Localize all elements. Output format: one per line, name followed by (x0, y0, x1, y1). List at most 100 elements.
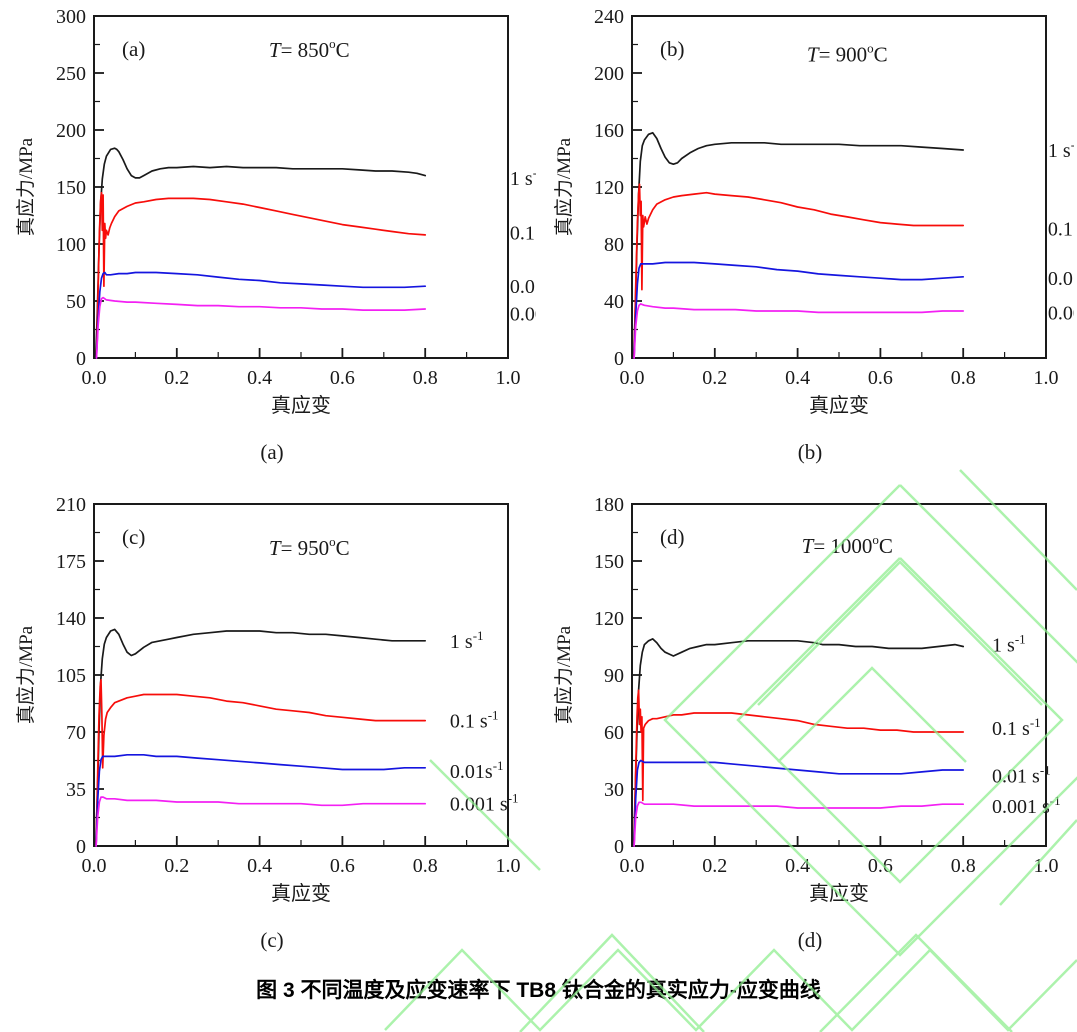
y-tick-label: 0 (76, 348, 86, 370)
x-tick-label: 0.0 (620, 367, 645, 389)
y-tick-label: 0 (614, 836, 624, 858)
panel-letter: (a) (122, 37, 145, 61)
series-line (95, 753, 427, 847)
series-line (633, 183, 965, 359)
series-label: 1 s-1 (992, 632, 1026, 657)
y-tick-label: 40 (604, 291, 624, 313)
axis-box (93, 503, 509, 847)
y-tick-label: 240 (594, 6, 624, 28)
x-tick-label: 0.0 (82, 855, 107, 877)
y-tick-label: 300 (56, 6, 86, 28)
y-tick-label: 150 (594, 551, 624, 573)
x-tick-label: 0.8 (951, 855, 976, 877)
y-axis-label: 真应力/MPa (553, 137, 575, 236)
subplot-c: 0 35 70 105 140 175 210 0.0 0.2 0.4 0.6 0.8 1.0 真应力/M… (6, 490, 538, 953)
series-line (95, 296, 427, 359)
x-tick-label: 0.6 (868, 855, 893, 877)
series-line (95, 679, 427, 847)
x-tick-label: 0.2 (164, 855, 189, 877)
y-tick-label: 90 (604, 665, 624, 687)
subplot-a: 0 50 100 150 200 250 300 0.0 0.2 0.4 0.6 0.8 1.0 真应力/… (6, 2, 579, 465)
x-tick-label: 0.6 (330, 367, 355, 389)
y-tick-label: 200 (56, 120, 86, 142)
panel-letter: (d) (660, 525, 685, 549)
panel-letter: (b) (660, 37, 685, 61)
subplot-b-chart: 0 40 80 120 160 200 240 0.0 0.2 0.4 0.6 0.8 1.0 真应力/M… (553, 6, 1077, 417)
x-tick-label: 0.0 (82, 367, 107, 389)
x-axis-label: 真应变 (271, 394, 331, 417)
subplot-d-chart: 0 30 60 90 120 150 180 0.0 0.2 0.4 0.6 0.8 1.0 真应力/MP… (553, 494, 1061, 905)
series-label: 0.01 s-1 (510, 273, 536, 298)
series-label: 0.1 s-1 (510, 220, 536, 245)
x-tick-label: 0.4 (247, 367, 272, 389)
subplot-a-sublabel: (a) (260, 440, 284, 464)
y-tick-label: 250 (56, 63, 86, 85)
y-tick-label: 160 (594, 120, 624, 142)
x-tick-label: 0.8 (413, 367, 438, 389)
x-tick-label: 0.6 (868, 367, 893, 389)
y-tick-label: 200 (594, 63, 624, 85)
axis-box (93, 15, 509, 359)
y-axis-label: 真应力/MPa (15, 137, 37, 236)
axis-box (631, 15, 1047, 359)
temperature-label: T= 950oC (269, 534, 350, 560)
y-tick-label: 100 (56, 234, 86, 256)
x-axis-label: 真应变 (809, 882, 869, 905)
series-label: 0.1 s-1 (450, 708, 499, 733)
y-tick-label: 0 (76, 836, 86, 858)
series-line (95, 271, 427, 359)
y-tick-label: 35 (66, 779, 86, 801)
series-label: 0.01 s-1 (992, 763, 1051, 788)
series-label: 0.1 s-1 (992, 715, 1041, 740)
y-tick-label: 210 (56, 494, 86, 516)
series-label: 0.001 s-1 (992, 793, 1061, 818)
x-tick-label: 0.2 (702, 367, 727, 389)
series-line (95, 796, 427, 847)
y-tick-label: 50 (66, 291, 86, 313)
series-label: 1 s-1 (510, 165, 536, 190)
y-tick-label: 60 (604, 722, 624, 744)
x-tick-label: 1.0 (496, 855, 521, 877)
series-line (633, 759, 965, 847)
temperature-label: T= 1000oC (802, 532, 893, 558)
x-tick-label: 1.0 (1034, 367, 1059, 389)
x-tick-label: 0.2 (164, 367, 189, 389)
x-tick-label: 1.0 (1034, 855, 1059, 877)
subplot-b-sublabel: (b) (797, 440, 823, 464)
y-tick-label: 80 (604, 234, 624, 256)
y-tick-label: 120 (594, 177, 624, 199)
figure-caption: 图 3 不同温度及应变速率下 TB8 钛合金的真实应力-应变曲线 (256, 979, 821, 1002)
x-axis-label: 真应变 (809, 394, 869, 417)
subplot-b: 0 40 80 120 160 200 240 0.0 0.2 0.4 0.6 0.8 1.0 真应力/M… (544, 2, 1077, 465)
y-axis-label: 真应力/MPa (553, 625, 575, 724)
y-tick-label: 120 (594, 608, 624, 630)
series-line (94, 147, 427, 359)
series-line (633, 261, 965, 359)
y-tick-label: 70 (66, 722, 86, 744)
series-line (633, 801, 965, 847)
x-tick-label: 0.4 (785, 855, 810, 877)
x-tick-label: 0.4 (785, 367, 810, 389)
x-axis-label: 真应变 (271, 882, 331, 905)
series-line (632, 638, 965, 847)
temperature-label: T= 850oC (269, 36, 350, 62)
y-tick-label: 30 (604, 779, 624, 801)
series-label: 0.001 s-1 (1048, 299, 1074, 324)
series-label: 0.001 s-1 (510, 301, 536, 326)
y-axis-label: 真应力/MPa (15, 625, 37, 724)
x-tick-label: 0.8 (413, 855, 438, 877)
x-tick-label: 0.4 (247, 855, 272, 877)
series-line (633, 689, 965, 847)
series-line (94, 628, 427, 847)
series-label: 1 s-1 (450, 628, 484, 653)
series-line (632, 131, 965, 359)
x-tick-label: 0.8 (951, 367, 976, 389)
x-tick-label: 0.0 (620, 855, 645, 877)
x-tick-label: 0.2 (702, 855, 727, 877)
y-tick-label: 0 (614, 348, 624, 370)
panel-letter: (c) (122, 525, 145, 549)
series-label: 0.01s-1 (450, 758, 504, 783)
subplot-a-chart: 0 50 100 150 200 250 300 0.0 0.2 0.4 0.6 0.8 1.0 真应力/… (15, 6, 579, 417)
subplot-c-chart: 0 35 70 105 140 175 210 0.0 0.2 0.4 0.6 0.8 1.0 真应力/M… (15, 494, 521, 905)
